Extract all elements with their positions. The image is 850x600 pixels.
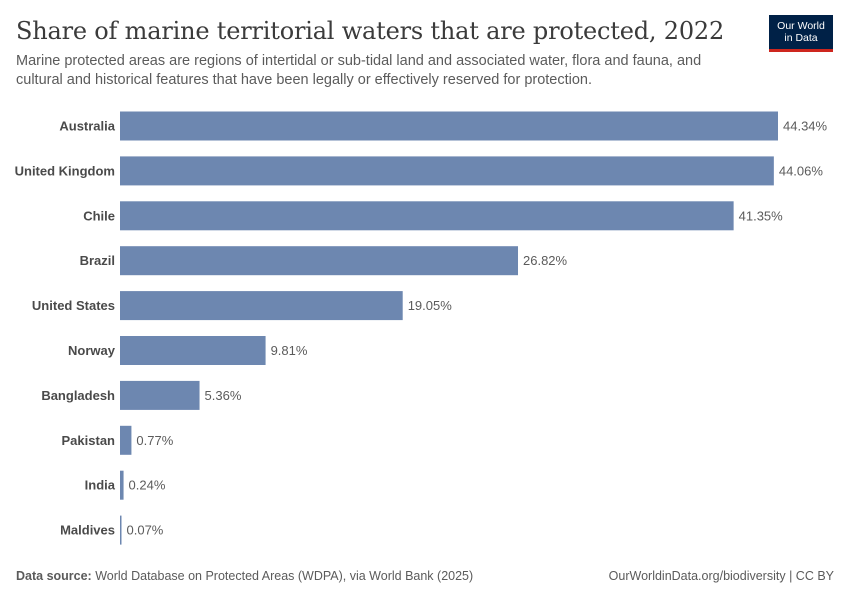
bar-australia[interactable] [120,111,778,141]
chart-subtitle: Marine protected areas are regions of in… [16,53,702,88]
value-label-united-kingdom: 44.06% [779,163,824,178]
value-label-norway: 9.81% [271,343,308,358]
bar-chile[interactable] [120,201,734,231]
category-label-bangladesh: Bangladesh [41,388,115,403]
category-label-maldives: Maldives [60,523,115,538]
url-license[interactable]: OurWorldinData.org/biodiversity | CC BY [608,569,834,583]
category-label-pakistan: Pakistan [62,433,116,448]
data-source-text: World Database on Protected Areas (WDPA)… [95,569,474,583]
value-label-united-states: 19.05% [408,298,453,313]
logo-line-2: in Data [784,32,818,44]
data-source: Data source: World Database on Protected… [16,568,473,584]
category-label-united-kingdom: United Kingdom [15,163,115,178]
value-label-india: 0.24% [129,478,166,493]
logo-line-1: Our World [777,20,825,32]
category-label-chile: Chile [83,208,115,223]
value-label-brazil: 26.82% [523,253,568,268]
category-label-india: India [85,478,116,493]
bar-maldives[interactable] [120,515,122,545]
bar-united-kingdom[interactable] [120,156,774,186]
bar-brazil[interactable] [120,246,519,276]
category-label-australia: Australia [59,119,115,134]
bar-norway[interactable] [120,336,266,365]
bar-india[interactable] [120,470,124,500]
value-label-bangladesh: 5.36% [205,388,242,403]
bar-pakistan[interactable] [120,425,132,455]
owid-logo[interactable]: Our World in Data [769,15,833,52]
category-label-norway: Norway [68,343,116,358]
value-label-australia: 44.34% [783,119,828,134]
value-label-pakistan: 0.77% [136,433,173,448]
data-source-label: Data source: [16,569,92,583]
category-label-brazil: Brazil [80,253,115,268]
bar-chart: Australia 44.34% United Kingdom 44.06% Chile… [15,111,828,545]
bar-united-states[interactable] [120,291,403,321]
bar-bangladesh[interactable] [120,380,200,410]
category-label-united-states: United States [32,298,115,313]
value-label-chile: 41.35% [739,208,784,223]
value-label-maldives: 0.07% [127,523,164,538]
chart-title: Share of marine territorial waters that … [16,17,725,45]
